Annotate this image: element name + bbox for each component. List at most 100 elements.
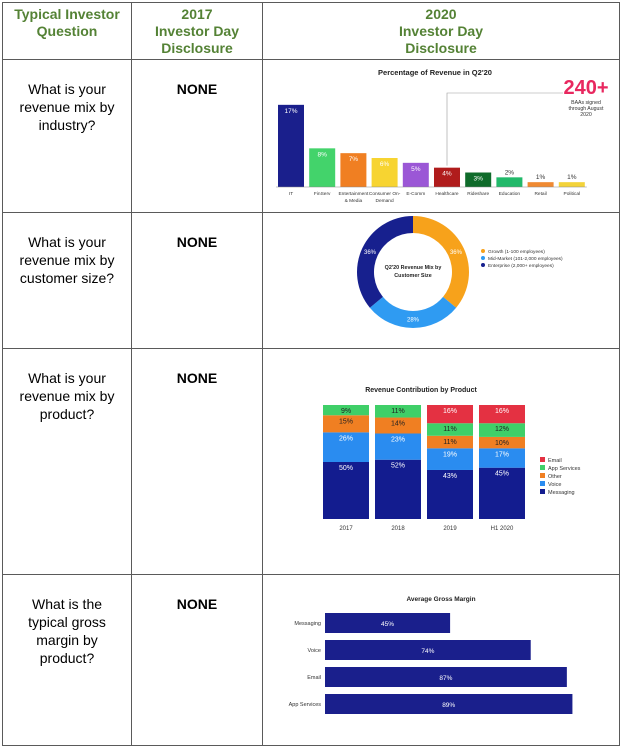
header-text: Question xyxy=(36,23,98,39)
stack-segment xyxy=(479,436,525,449)
tick-label: FinServ xyxy=(314,191,331,197)
donut-slice xyxy=(369,296,457,328)
tick-label: Political xyxy=(564,191,581,197)
legend-label: Other xyxy=(548,474,562,480)
bar xyxy=(325,694,573,714)
table-row: What is your revenue mix by industry? NO… xyxy=(2,59,620,213)
stack-segment xyxy=(323,462,369,519)
product-revenue-chart: Revenue Contribution by Product 50% 26% 15%… xyxy=(323,387,581,532)
bar xyxy=(434,167,460,187)
tick-label: Entertainment xyxy=(338,191,369,197)
data-label: 7% xyxy=(349,156,359,163)
header-text: Typical Investor xyxy=(14,6,120,22)
tick-label: 2019 xyxy=(443,526,457,532)
stack-segment xyxy=(323,405,369,416)
legend-marker xyxy=(540,489,545,494)
data-label: 8% xyxy=(317,151,327,158)
data-label: 52% xyxy=(391,463,405,470)
table-row: What is the typical gross margin by prod… xyxy=(2,574,620,746)
chart-title: Average Gross Margin xyxy=(406,596,475,603)
legend-label: Growth (1-100 employees) xyxy=(488,249,545,255)
donut-center-title: Customer Size xyxy=(394,273,431,279)
data-label: 26% xyxy=(339,435,353,442)
bar xyxy=(371,158,398,187)
data-label: 11% xyxy=(443,426,457,433)
bar xyxy=(340,153,367,187)
donut-slice xyxy=(413,216,469,308)
bar xyxy=(278,104,304,187)
chart-title: Revenue Contribution by Product xyxy=(365,387,477,394)
data-label: 45% xyxy=(381,621,394,628)
industry-revenue-chart: Percentage of Revenue in Q2'20 17% IT 8% Fin… xyxy=(276,68,609,204)
stack-segment xyxy=(323,415,369,433)
legend-marker xyxy=(481,249,485,253)
callout-note: through August xyxy=(569,106,604,112)
donut-center-title: Q2'20 Revenue Mix by xyxy=(385,265,442,271)
bar xyxy=(558,182,585,187)
legend-label: Enterprise (2,000+ employees) xyxy=(488,263,554,269)
header-2017-disclosure: 2017 Investor Day Disclosure xyxy=(131,2,263,60)
stack-segment xyxy=(375,459,421,519)
table-row: What is your revenue mix by customer siz… xyxy=(2,212,620,349)
data-label: 10% xyxy=(495,440,509,447)
data-label: 5% xyxy=(411,166,421,173)
header-text: Investor Day xyxy=(154,23,240,39)
stack-segment xyxy=(479,423,525,437)
data-label: 19% xyxy=(443,451,457,458)
legend-label: Messaging xyxy=(548,490,575,496)
data-label: 16% xyxy=(495,408,509,415)
data-label: 17% xyxy=(495,451,509,458)
header-text: Disclosure xyxy=(405,40,477,56)
data-label: 16% xyxy=(443,408,457,415)
tick-label: 2018 xyxy=(391,526,405,532)
tick-label: 2017 xyxy=(339,526,353,532)
bar xyxy=(325,613,451,633)
table-row: What is your revenue mix by product? NON… xyxy=(2,348,620,575)
data-label: 23% xyxy=(391,437,405,444)
stack-segment xyxy=(427,469,473,519)
tick-label: Messaging xyxy=(294,621,321,627)
header-text: Investor Day xyxy=(398,23,484,39)
header-text: 2020 xyxy=(425,6,457,22)
stack-segment xyxy=(427,405,473,424)
data-label: 4% xyxy=(442,171,452,178)
header-2020-disclosure: 2020 Investor Day Disclosure xyxy=(262,2,620,60)
data-label: 89% xyxy=(442,702,455,709)
legend-label: Voice xyxy=(548,482,561,488)
slice-label: 36% xyxy=(450,250,463,256)
data-label: 50% xyxy=(339,465,353,472)
stack-segment xyxy=(427,423,473,436)
legend-label: Mid-Market (101-2,000 employees) xyxy=(488,256,563,262)
tick-label: Rideshare xyxy=(467,191,489,197)
slice-label: 28% xyxy=(407,318,420,324)
question-cell: What is your revenue mix by customer siz… xyxy=(2,212,132,349)
disclosure-2017-cell: NONE xyxy=(131,212,263,349)
stack-segment xyxy=(375,405,421,418)
callout-note: BAAs signed xyxy=(571,100,601,106)
stack-segment xyxy=(375,433,421,460)
stack-segment xyxy=(479,467,525,519)
tick-label: App Services xyxy=(289,702,322,708)
data-label: 9% xyxy=(341,408,351,415)
data-label: 74% xyxy=(421,648,434,655)
data-label: 12% xyxy=(495,426,509,433)
bar xyxy=(527,182,554,187)
tick-label: H1 2020 xyxy=(491,526,514,532)
stack-segment xyxy=(479,448,525,468)
data-label: 45% xyxy=(495,471,509,478)
data-label: 14% xyxy=(391,421,405,428)
tick-label: Retail xyxy=(534,191,546,197)
data-label: 1% xyxy=(536,174,546,181)
data-label: 2% xyxy=(505,169,515,176)
legend-marker xyxy=(540,465,545,470)
data-label: 6% xyxy=(380,161,390,168)
tick-label: & Media xyxy=(345,198,363,204)
disclosure-2017-cell: NONE xyxy=(131,574,263,746)
legend-label: App Services xyxy=(548,466,581,472)
legend-label: Email xyxy=(548,458,562,464)
chart-cell: 36% 28% 36% Q2'20 Revenue Mix by Customer Si… xyxy=(262,212,620,349)
tick-label: Email xyxy=(307,675,321,681)
tick-label: Consumer On- xyxy=(369,191,401,197)
stack-segment xyxy=(323,432,369,462)
stack-segment xyxy=(427,435,473,449)
